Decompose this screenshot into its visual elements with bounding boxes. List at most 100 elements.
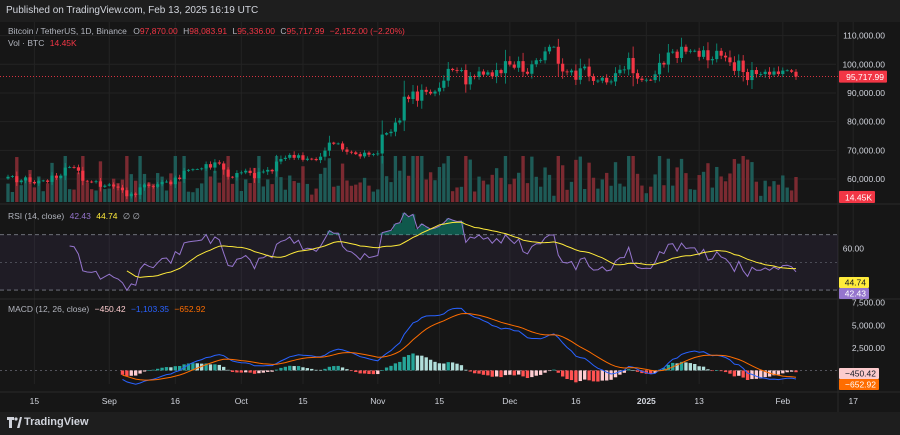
volume-bar [781, 175, 785, 202]
volume-bar [169, 173, 173, 202]
rsi-series [69, 212, 797, 292]
candle-body [587, 66, 591, 77]
macd-histogram-bar [662, 368, 666, 371]
macd-histogram-bar [173, 366, 177, 371]
volume-bar [138, 156, 142, 202]
macd-histogram-bar [622, 370, 626, 373]
time-tick-label: 13 [694, 396, 704, 406]
candle-body [59, 175, 63, 178]
volume-value: 14.45K [49, 38, 77, 48]
candle-body [323, 150, 327, 157]
close-value: 95,717.99 [286, 26, 325, 36]
macd-line [122, 307, 797, 385]
candle-body [618, 69, 622, 74]
change-value: −2,152.00 (−2.20%) [329, 26, 405, 36]
macd-legend[interactable]: MACD (12, 26, close) −450.42 −1,103.35 −… [8, 304, 205, 314]
candle-body [776, 71, 780, 75]
rsi-value: 42.43 [69, 211, 91, 221]
macd-histogram-bar [701, 366, 706, 371]
macd-series [120, 307, 798, 385]
macd-histogram-bar [133, 370, 138, 376]
macd-histogram-bar [376, 370, 380, 375]
volume-label: Vol · BTC [8, 38, 45, 48]
chart-canvas[interactable]: 110,000.00 100,000.00 90,000.00 80,000.00 70… [0, 22, 900, 412]
macd-histogram-bar [459, 365, 464, 371]
candle-body [429, 91, 433, 94]
high-label: H [183, 26, 190, 36]
volume-legend[interactable]: Vol · BTC 14.45K [8, 38, 77, 48]
macd-histogram-bar [314, 369, 318, 371]
volume-bar [358, 182, 362, 202]
volume-bar [785, 187, 789, 202]
rsi-line [69, 212, 797, 292]
volume-bar [41, 191, 45, 202]
candle-body [433, 91, 437, 94]
candle-body [283, 157, 287, 159]
volume-bar [402, 156, 406, 202]
volume-bar [596, 188, 600, 202]
time-tick-label: 16 [571, 396, 581, 406]
macd-histogram-bar [785, 370, 789, 373]
rsi-legend[interactable]: RSI (14, close) 42.43 44.74 ∅ ∅ [8, 211, 140, 222]
volume-bar [94, 190, 98, 202]
volume-bar [508, 184, 512, 202]
volume-bar [433, 180, 437, 202]
volume-bar [6, 183, 10, 202]
volume-bar [521, 156, 525, 202]
macd-histogram-bar [503, 370, 508, 376]
candle-body [380, 134, 384, 154]
candle-body [173, 177, 177, 185]
macd-histogram-bar [596, 370, 600, 382]
candle-body [781, 70, 785, 75]
volume-bar [622, 186, 626, 202]
candle-body [600, 77, 604, 81]
macd-histogram-bar [486, 370, 490, 376]
macd-histogram-bar [261, 370, 266, 373]
volume-bar [693, 189, 697, 202]
volume-bar [133, 180, 138, 202]
candle-body [622, 69, 626, 71]
macd-histogram-bar [411, 353, 415, 371]
macd-histogram-bar [164, 367, 169, 371]
candle-body [164, 181, 169, 183]
volume-bar [701, 171, 706, 202]
volume-bar [274, 156, 279, 202]
candle-body [424, 89, 428, 92]
macd-histogram-bar [217, 364, 221, 371]
volume-bar [754, 181, 759, 202]
volume-bar [332, 186, 336, 202]
candle-body [446, 68, 450, 81]
volume-bar [204, 165, 208, 202]
macd-histogram-bar [455, 363, 459, 371]
candle-body [710, 59, 714, 61]
last-price-tag [839, 70, 887, 83]
macd-histogram-bar [499, 370, 503, 378]
volume-bar [76, 172, 81, 202]
volume-bar [424, 179, 428, 202]
candle-body [15, 176, 19, 183]
volume-bar [737, 163, 741, 202]
macd-histogram-bar [244, 370, 248, 373]
candle-body [389, 131, 393, 134]
candle-body [186, 169, 191, 171]
volume-bar [464, 156, 468, 202]
candle-body [675, 51, 679, 58]
candle-body [556, 46, 560, 64]
macd-histogram-bar [781, 370, 785, 374]
volume-bar [340, 163, 345, 202]
macd-histogram-bar [723, 370, 728, 373]
macd-histogram-bar [710, 370, 715, 372]
candle-body [649, 79, 653, 81]
candle-body [464, 70, 468, 85]
candle-body [785, 70, 789, 72]
candle-body [76, 167, 81, 171]
chart-area[interactable]: 110,000.00 100,000.00 90,000.00 80,000.00 70… [0, 22, 900, 412]
rsi-label: RSI (14, close) [8, 211, 65, 221]
volume-bar [420, 156, 424, 202]
volume-bar [640, 185, 644, 202]
volume-bar [59, 175, 63, 202]
volume-bar [472, 191, 477, 202]
candle-body [85, 180, 89, 182]
main-legend[interactable]: Bitcoin / TetherUS, 1D, Binance O97,870.… [8, 26, 405, 36]
macd-histogram-bar [270, 370, 274, 372]
